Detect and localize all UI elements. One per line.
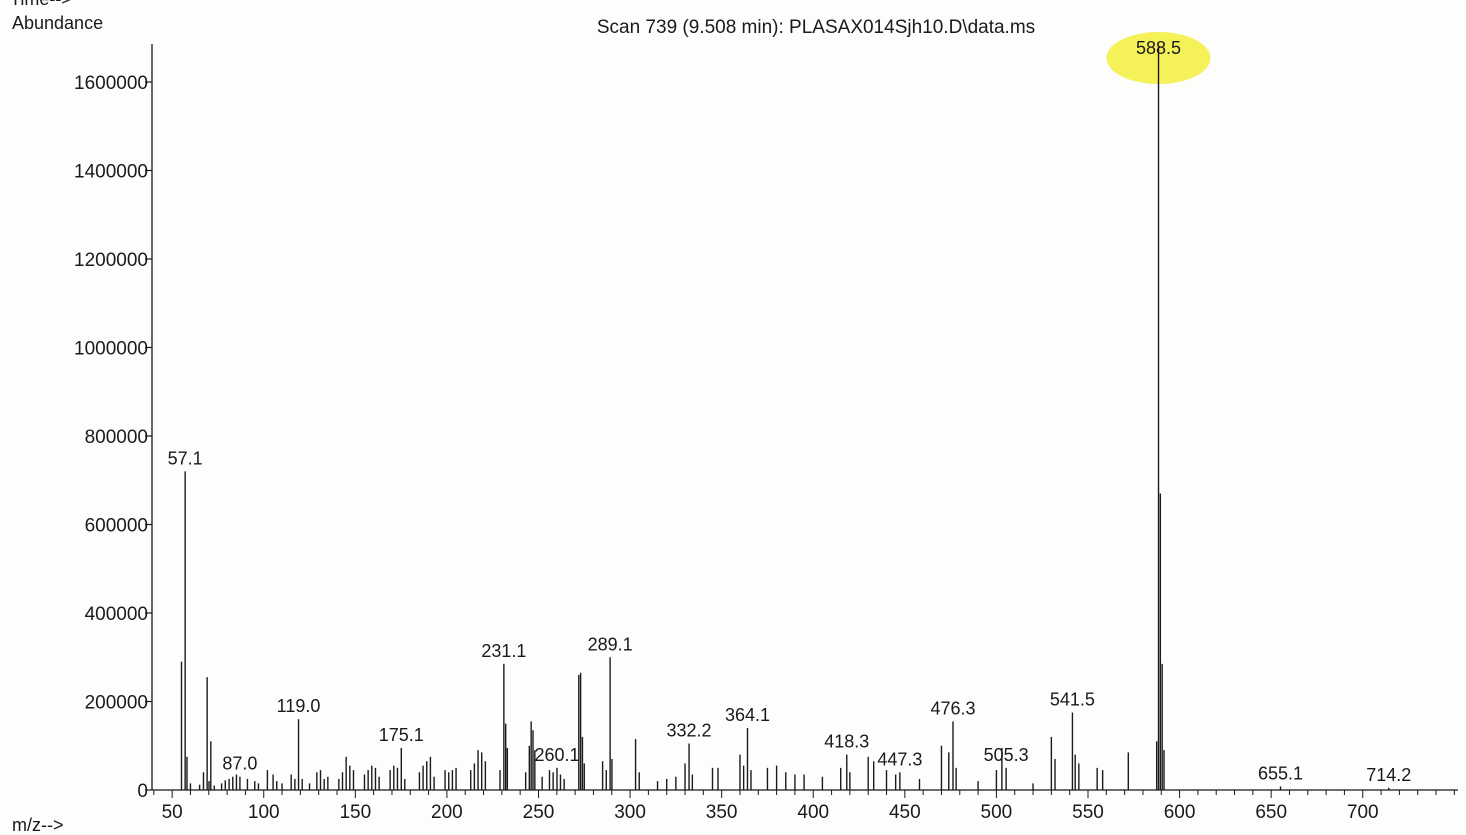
x-tick-label: 600 (1164, 802, 1196, 823)
x-axis-title: m/z--> (12, 815, 64, 835)
peak-label: 87.0 (222, 754, 257, 774)
peak-bars (180, 46, 1390, 790)
x-tick-label: 250 (523, 802, 555, 823)
peak-label: 231.1 (481, 641, 526, 661)
x-tick-label: 350 (706, 802, 738, 823)
y-tick-label: 1400000 (74, 162, 148, 183)
peak-label: 714.2 (1366, 765, 1411, 785)
x-tick-label: 50 (162, 802, 183, 823)
peak-label: 418.3 (824, 732, 869, 752)
x-tick-label: 450 (889, 802, 921, 823)
chart-title: Scan 739 (9.508 min): PLASAX014Sjh10.D\d… (597, 17, 1035, 38)
time-label: Time--> (10, 0, 72, 9)
y-tick-label: 1600000 (74, 73, 148, 94)
x-tick-label: 550 (1072, 802, 1104, 823)
peak-label: 364.1 (725, 705, 770, 725)
y-axis-title: Abundance (12, 13, 103, 33)
peak-label: 332.2 (667, 721, 712, 741)
x-tick-label: 500 (981, 802, 1013, 823)
peak-label: 57.1 (168, 448, 203, 468)
peak-label: 505.3 (984, 745, 1029, 765)
x-tick-label: 400 (797, 802, 829, 823)
y-tick-label: 200000 (85, 693, 148, 714)
y-tick-label: 1000000 (74, 339, 148, 360)
peak-label: 260.1 (534, 745, 579, 765)
ticks: 0 200000 400000 600000 800000 1000000 1200000 1… (74, 73, 1455, 823)
x-tick-label: 700 (1347, 802, 1379, 823)
axes (151, 44, 1458, 791)
y-tick-label: 0 (137, 781, 148, 802)
peak-label: 541.5 (1050, 690, 1095, 710)
peak-label: 476.3 (930, 698, 975, 718)
peak-label: 588.5 (1136, 38, 1181, 58)
x-tick-label: 150 (339, 802, 371, 823)
y-tick-label: 1200000 (74, 250, 148, 271)
y-tick-label: 600000 (85, 516, 148, 537)
y-tick-label: 400000 (85, 604, 148, 625)
peak-label: 289.1 (588, 634, 633, 654)
x-tick-label: 200 (431, 802, 463, 823)
x-tick-label: 100 (248, 802, 280, 823)
y-tick-label: 800000 (85, 427, 148, 448)
x-tick-label: 650 (1255, 802, 1287, 823)
peak-label: 655.1 (1258, 763, 1303, 783)
peak-labels: 57.1 87.0 119.0 175.1 231.1 260.1 289.1 332.2 36… (168, 38, 1412, 785)
x-tick-label: 300 (614, 802, 646, 823)
peak-label: 175.1 (379, 725, 424, 745)
peak-label: 447.3 (877, 749, 922, 769)
peak-label: 119.0 (277, 696, 321, 716)
